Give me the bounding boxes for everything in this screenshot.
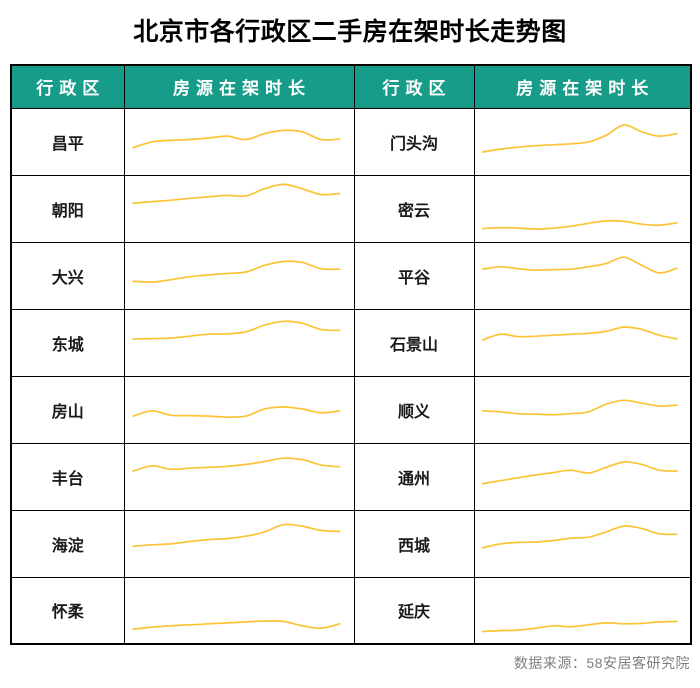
- col-header-duration-right: 房源在架时长: [473, 64, 692, 109]
- sparkline-cell: [473, 576, 692, 645]
- district-label: 平谷: [353, 241, 475, 310]
- table-row: 丰台 通州: [10, 442, 692, 511]
- sparkline-cell: [123, 174, 355, 243]
- sparkline-cell: [473, 241, 692, 310]
- sparkline-chart: [125, 243, 354, 308]
- page-title: 北京市各行政区二手房在架时长走势图: [133, 18, 567, 46]
- district-label: 怀柔: [10, 576, 125, 645]
- district-label: 朝阳: [10, 174, 125, 243]
- sparkline-chart: [475, 377, 691, 442]
- sparkline-chart: [125, 176, 354, 241]
- table-row: 海淀 西城: [10, 509, 692, 578]
- table-header-row: 行政区 房源在架时长 行政区 房源在架时长: [10, 64, 692, 109]
- table-row: 大兴 平谷: [10, 241, 692, 310]
- sparkline-cell: [123, 576, 355, 645]
- sparkline-chart: [125, 310, 354, 375]
- district-label: 房山: [10, 375, 125, 444]
- sparkline-chart: [475, 176, 691, 241]
- sparkline-cell: [473, 375, 692, 444]
- table-row: 怀柔 延庆: [10, 576, 692, 645]
- sparkline-chart: [125, 511, 354, 576]
- sparkline-cell: [473, 107, 692, 176]
- table-row: 房山 顺义: [10, 375, 692, 444]
- district-label: 门头沟: [353, 107, 475, 176]
- sparkline-cell: [473, 442, 692, 511]
- sparkline-cell: [123, 442, 355, 511]
- col-header-district-left: 行政区: [10, 64, 125, 109]
- district-label: 石景山: [353, 308, 475, 377]
- sparkline-chart: [475, 310, 691, 375]
- table-row: 东城 石景山: [10, 308, 692, 377]
- district-label: 大兴: [10, 241, 125, 310]
- table-row: 朝阳 密云: [10, 174, 692, 243]
- data-source-note: 数据来源：58安居客研究院: [513, 655, 690, 671]
- col-header-district-right: 行政区: [353, 64, 475, 109]
- district-label: 延庆: [353, 576, 475, 645]
- district-label: 海淀: [10, 509, 125, 578]
- sparkline-cell: [123, 107, 355, 176]
- sparkline-cell: [473, 509, 692, 578]
- sparkline-cell: [473, 174, 692, 243]
- sparkline-chart: [475, 444, 691, 509]
- sparkline-chart: [475, 243, 691, 308]
- district-label: 丰台: [10, 442, 125, 511]
- district-label: 西城: [353, 509, 475, 578]
- sparkline-cell: [123, 375, 355, 444]
- sparkline-chart: [125, 444, 354, 509]
- sparkline-cell: [123, 308, 355, 377]
- sparkline-cell: [123, 241, 355, 310]
- sparkline-chart: [475, 109, 691, 174]
- districts-table: 行政区 房源在架时长 行政区 房源在架时长 昌平 门头沟 朝阳 密云 大兴: [10, 64, 692, 645]
- sparkline-cell: [473, 308, 692, 377]
- sparkline-chart: [125, 578, 354, 643]
- district-label: 顺义: [353, 375, 475, 444]
- table-row: 昌平 门头沟: [10, 107, 692, 176]
- sparkline-chart: [125, 377, 354, 442]
- district-label: 昌平: [10, 107, 125, 176]
- sparkline-cell: [123, 509, 355, 578]
- district-label: 东城: [10, 308, 125, 377]
- col-header-duration-left: 房源在架时长: [123, 64, 355, 109]
- sparkline-chart: [475, 511, 691, 576]
- district-label: 密云: [353, 174, 475, 243]
- sparkline-chart: [125, 109, 354, 174]
- sparkline-chart: [475, 578, 691, 643]
- district-label: 通州: [353, 442, 475, 511]
